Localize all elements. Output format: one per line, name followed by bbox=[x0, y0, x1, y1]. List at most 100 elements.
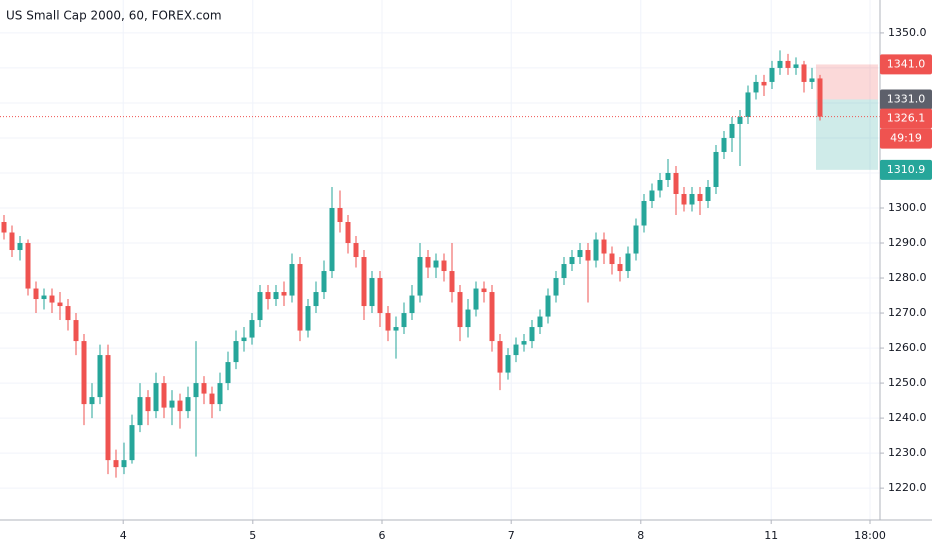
candle-body bbox=[177, 400, 183, 412]
y-tick-label: 1250.0 bbox=[888, 376, 927, 389]
y-tick-label: 1280.0 bbox=[888, 271, 927, 284]
candle-body bbox=[241, 337, 247, 342]
candle-body bbox=[601, 239, 607, 254]
candle-body bbox=[129, 425, 135, 461]
candle-body bbox=[713, 151, 719, 187]
candle-body bbox=[25, 243, 31, 289]
candle-body bbox=[89, 397, 95, 405]
candle-body bbox=[137, 397, 143, 426]
candle-body bbox=[9, 232, 15, 251]
entry-label-box bbox=[880, 89, 932, 110]
candle-body bbox=[769, 67, 775, 82]
candle-body bbox=[617, 264, 623, 272]
candle-body bbox=[705, 186, 711, 201]
candle-body bbox=[721, 137, 727, 152]
candle-body bbox=[681, 193, 687, 205]
candle-body bbox=[65, 306, 71, 321]
stop-label: 1341.0 bbox=[887, 57, 926, 70]
candle-body bbox=[449, 271, 455, 293]
candle-body bbox=[689, 193, 695, 205]
candle-body bbox=[313, 292, 319, 307]
candle-body bbox=[49, 295, 55, 303]
candle-body bbox=[529, 327, 535, 342]
candle-body bbox=[369, 278, 375, 307]
candle-body bbox=[465, 309, 471, 328]
y-tick-label: 1260.0 bbox=[888, 341, 927, 354]
candle-body bbox=[81, 341, 87, 405]
x-tick-label: 8 bbox=[637, 529, 644, 542]
candle-body bbox=[169, 400, 175, 408]
candle-body bbox=[305, 306, 311, 331]
x-tick-label: 7 bbox=[508, 529, 515, 542]
countdown-label: 49:19 bbox=[890, 132, 922, 145]
x-tick-label: 18:00 bbox=[854, 529, 886, 542]
candle-body bbox=[801, 64, 807, 82]
candle-body bbox=[745, 92, 751, 117]
candle-body bbox=[105, 355, 111, 461]
candle-body bbox=[385, 313, 391, 331]
candle-body bbox=[329, 208, 335, 272]
candle-body bbox=[665, 172, 671, 180]
candle-body bbox=[57, 302, 63, 307]
candle-body bbox=[185, 397, 191, 412]
stop-zone bbox=[816, 64, 878, 100]
candle-body bbox=[41, 295, 47, 300]
candle-body bbox=[505, 355, 511, 373]
candle-body bbox=[337, 208, 343, 223]
candle-body bbox=[225, 362, 231, 384]
x-tick-label: 4 bbox=[120, 529, 127, 542]
x-tick-label: 11 bbox=[764, 529, 778, 542]
candle-body bbox=[217, 383, 223, 405]
candle-body bbox=[817, 78, 823, 117]
candle-body bbox=[289, 264, 295, 296]
candle-body bbox=[353, 243, 359, 258]
candle-body bbox=[633, 225, 639, 254]
chart-title: US Small Cap 2000, 60, FOREX.com bbox=[6, 9, 222, 23]
y-tick-label: 1240.0 bbox=[888, 411, 927, 424]
axes: 1220.0 1230.0 1240.0 1250.0 1260.0 1270.0 1280… bbox=[120, 26, 932, 542]
candle-body bbox=[521, 341, 527, 345]
candle-body bbox=[321, 271, 327, 293]
candle-body bbox=[545, 295, 551, 317]
candle-body bbox=[609, 253, 615, 265]
candle-body bbox=[377, 278, 383, 314]
candle-body bbox=[145, 397, 151, 412]
candle-body bbox=[257, 292, 263, 321]
plot bbox=[0, 50, 880, 478]
candle-body bbox=[265, 292, 271, 300]
candle-body bbox=[393, 327, 399, 331]
candle-body bbox=[345, 222, 351, 244]
candle-body bbox=[657, 179, 663, 191]
y-tick-label: 1230.0 bbox=[888, 446, 927, 459]
candle-body bbox=[121, 460, 127, 468]
candle-body bbox=[281, 292, 287, 296]
candle-body bbox=[201, 383, 207, 394]
candle-body bbox=[585, 250, 591, 261]
candle-body bbox=[433, 260, 439, 268]
candle-body bbox=[649, 190, 655, 201]
candle-body bbox=[761, 81, 767, 86]
candle-body bbox=[193, 383, 199, 398]
candle-body bbox=[209, 393, 215, 405]
candle-body bbox=[553, 278, 559, 296]
candle-body bbox=[729, 123, 735, 138]
candle-body bbox=[417, 257, 423, 296]
x-tick-label: 5 bbox=[249, 529, 256, 542]
stop-label-box bbox=[880, 54, 932, 75]
candle-body bbox=[697, 193, 703, 201]
candle-body bbox=[481, 288, 487, 293]
candle-body bbox=[441, 260, 447, 272]
x-tick-label: 6 bbox=[379, 529, 386, 542]
grid bbox=[0, 0, 880, 520]
candle-body bbox=[537, 316, 543, 328]
candle-body bbox=[33, 288, 39, 300]
candle-body bbox=[577, 250, 583, 258]
y-tick-label: 1220.0 bbox=[888, 481, 927, 494]
candle-body bbox=[473, 288, 479, 310]
countdown-label-box bbox=[880, 128, 932, 149]
candle-body bbox=[561, 264, 567, 279]
y-tick-label: 1350.0 bbox=[888, 26, 927, 39]
target-label: 1310.9 bbox=[887, 163, 926, 176]
